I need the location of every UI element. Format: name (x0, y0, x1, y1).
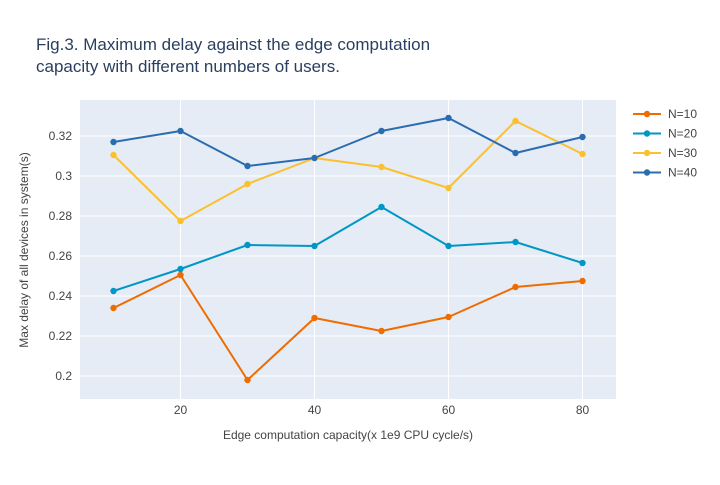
data-point-n20 (579, 260, 585, 266)
y-tick-label: 0.26 (49, 249, 73, 263)
data-point-n20 (311, 243, 317, 249)
legend-swatch-marker (644, 111, 650, 117)
data-point-n10 (244, 377, 250, 383)
chart-title-line-2: capacity with different numbers of users… (36, 57, 340, 76)
data-point-n20 (445, 243, 451, 249)
y-tick-label: 0.32 (49, 129, 73, 143)
y-tick-label: 0.22 (49, 329, 73, 343)
data-point-n10 (110, 305, 116, 311)
legend-swatch-marker (644, 150, 650, 156)
data-point-n40 (244, 163, 250, 169)
data-point-n30 (378, 164, 384, 170)
data-point-n10 (378, 328, 384, 334)
x-tick-label: 40 (308, 403, 322, 417)
data-point-n30 (244, 181, 250, 187)
data-point-n30 (177, 218, 183, 224)
y-tick-label: 0.28 (49, 209, 73, 223)
data-point-n20 (110, 288, 116, 294)
data-point-n40 (311, 155, 317, 161)
data-point-n10 (579, 278, 585, 284)
x-axis-label: Edge computation capacity(x 1e9 CPU cycl… (223, 428, 473, 442)
data-point-n40 (177, 128, 183, 134)
legend-label: N=20 (668, 127, 697, 141)
data-point-n20 (378, 204, 384, 210)
chart-title-line-1: Fig.3. Maximum delay against the edge co… (36, 35, 430, 54)
legend-label: N=40 (668, 166, 697, 180)
y-axis-label: Max delay of all devices in system(s) (17, 152, 31, 347)
y-tick-label: 0.3 (55, 169, 72, 183)
y-tick-label: 0.2 (55, 369, 72, 383)
legend-swatch-marker (644, 169, 650, 175)
data-point-n20 (512, 239, 518, 245)
data-point-n20 (244, 242, 250, 248)
data-point-n10 (177, 272, 183, 278)
y-tick-label: 0.24 (49, 289, 73, 303)
data-point-n10 (512, 284, 518, 290)
data-point-n30 (579, 151, 585, 157)
legend-swatch-marker (644, 130, 650, 136)
data-point-n40 (579, 134, 585, 140)
data-point-n10 (445, 314, 451, 320)
data-point-n10 (311, 315, 317, 321)
data-point-n40 (378, 128, 384, 134)
data-point-n30 (512, 118, 518, 124)
data-point-n30 (110, 152, 116, 158)
data-point-n40 (110, 139, 116, 145)
data-point-n40 (445, 115, 451, 121)
data-point-n30 (445, 185, 451, 191)
data-point-n20 (177, 266, 183, 272)
legend-label: N=30 (668, 146, 697, 160)
x-tick-label: 80 (576, 403, 590, 417)
x-tick-label: 20 (174, 403, 188, 417)
data-point-n40 (512, 150, 518, 156)
legend-label: N=10 (668, 107, 697, 121)
x-tick-label: 60 (442, 403, 456, 417)
